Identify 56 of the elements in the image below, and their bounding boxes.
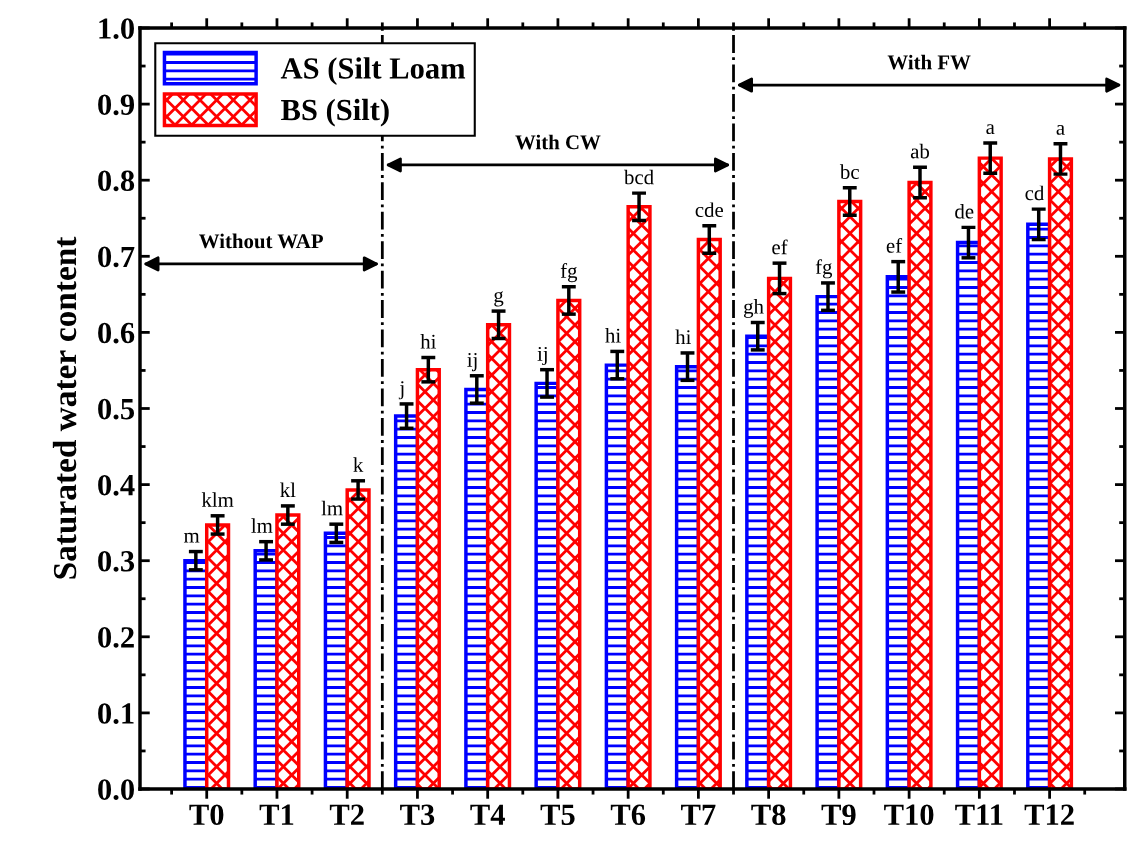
data-label: fg [815,259,833,279]
data-label: cd [1025,185,1045,201]
x-tick-label: T1 [259,804,294,825]
data-label: ij [537,346,547,366]
y-tick-label: 0.5 [98,398,135,420]
x-tick-label: T3 [400,804,435,826]
y-tick-label: 1.0 [99,18,134,40]
data-label: ef [772,239,788,255]
annotation: Without WAP [199,233,323,249]
data-label: g [494,291,504,307]
x-tick-label: T11 [955,804,1003,825]
x-tick-label: T4 [470,804,505,825]
y-tick-label: 0.6 [98,322,135,344]
x-tick-label: T7 [681,804,716,825]
data-label: hi [605,327,621,343]
data-label: fg [560,263,578,283]
data-label: j [398,381,404,400]
y-tick-label: 0.2 [98,627,134,648]
y-tick-label: 0.9 [98,94,135,116]
data-label: a [1056,124,1065,135]
x-tick-label: T6 [610,804,646,826]
data-label: m [183,532,200,543]
data-label: kl [280,482,296,497]
x-tick-label: T10 [884,804,934,826]
legend-label: AS (Silt Loam [280,57,466,85]
annotation: With CW [515,134,601,150]
data-label: gh [744,298,764,318]
data-label: bcd [624,169,654,185]
data-label: a [986,124,995,135]
data-label: bc [839,164,859,180]
y-tick-label: 0.7 [98,246,135,268]
legend-label: BS (Silt) [281,98,389,127]
annotation: With FW [887,54,971,70]
x-tick-label: T8 [751,804,786,826]
data-label: lm [321,500,343,516]
y-tick-label: 0.4 [98,474,135,496]
data-label: de [955,203,974,219]
data-label: hi [420,334,437,349]
data-label: ab [910,143,930,159]
x-tick-label: T2 [329,804,364,825]
y-axis-title: Saturated water content [52,236,77,579]
y-tick-label: 0.3 [98,550,135,572]
x-tick-label: T5 [540,804,575,826]
data-label: klm [201,492,234,507]
data-label: ij [467,352,477,372]
x-tick-label: T9 [821,804,856,826]
data-label: k [353,457,364,472]
x-tick-label: T0 [189,804,224,826]
x-tick-label: T12 [1024,804,1074,825]
data-label: cde [695,202,724,218]
data-label: hi [675,329,691,344]
data-label: lm [251,518,273,533]
y-tick-label: 0.1 [98,703,134,724]
data-label: ef [886,237,903,253]
y-tick-label: 0.0 [98,779,134,801]
y-tick-label: 0.8 [98,170,135,192]
